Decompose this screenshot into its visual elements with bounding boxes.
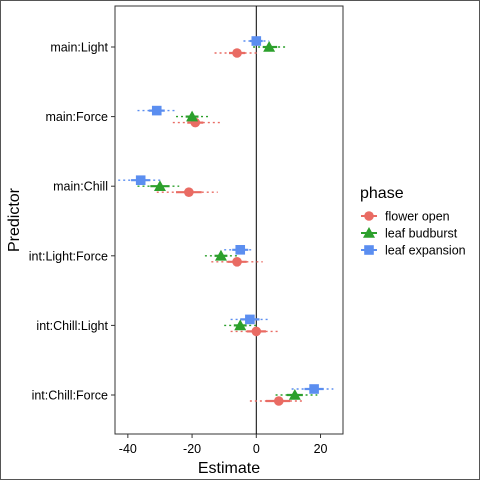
x-axis-title: Estimate <box>198 460 260 477</box>
legend-key-triangle <box>363 227 375 238</box>
point-triangle <box>214 249 227 261</box>
point-square <box>151 105 162 116</box>
point-circle <box>232 48 242 58</box>
legend-key-circle <box>364 211 374 221</box>
x-tick-label: 0 <box>253 442 260 456</box>
point-square <box>309 384 319 394</box>
legend-entry-label: flower open <box>385 210 450 224</box>
x-tick-label: 20 <box>314 442 328 456</box>
x-tick-label: -20 <box>183 442 201 456</box>
legend: phase flower open leaf budburst leaf expan… <box>360 185 466 258</box>
y-tick-label: int:Light:Force <box>29 249 108 263</box>
legend-title: phase <box>360 185 404 202</box>
point-circle <box>184 187 194 197</box>
y-tick-label: main:Light <box>50 41 108 55</box>
x-axis: -40 -20 0 20 <box>119 434 328 456</box>
point-triangle <box>263 41 276 52</box>
point-circle <box>273 396 284 406</box>
y-tick-label: int:Chill:Force <box>32 389 108 403</box>
point-square <box>235 245 246 255</box>
point-triangle <box>186 110 199 122</box>
y-tick-label: main:Chill <box>53 180 108 194</box>
y-axis: main:Light main:Force main:Chill int:Light:… <box>29 41 115 403</box>
point-triangle <box>288 389 301 400</box>
point-square <box>251 36 262 46</box>
y-tick-label: int:Chill:Light <box>36 319 108 333</box>
legend-entry-label: leaf expansion <box>385 244 466 258</box>
point-square <box>245 314 255 325</box>
y-tick-label: main:Force <box>45 110 108 124</box>
point-circle <box>232 257 242 267</box>
x-tick-label: -40 <box>119 442 137 456</box>
point-triangle <box>234 319 247 331</box>
plot-panel <box>114 5 344 435</box>
legend-key-square <box>364 245 374 255</box>
y-axis-title: Predictor <box>6 187 23 252</box>
point-circle <box>251 326 262 337</box>
point-layer <box>135 36 319 406</box>
legend-entry-label: leaf budburst <box>385 227 458 241</box>
point-square <box>135 175 146 185</box>
point-triangle <box>153 180 166 191</box>
